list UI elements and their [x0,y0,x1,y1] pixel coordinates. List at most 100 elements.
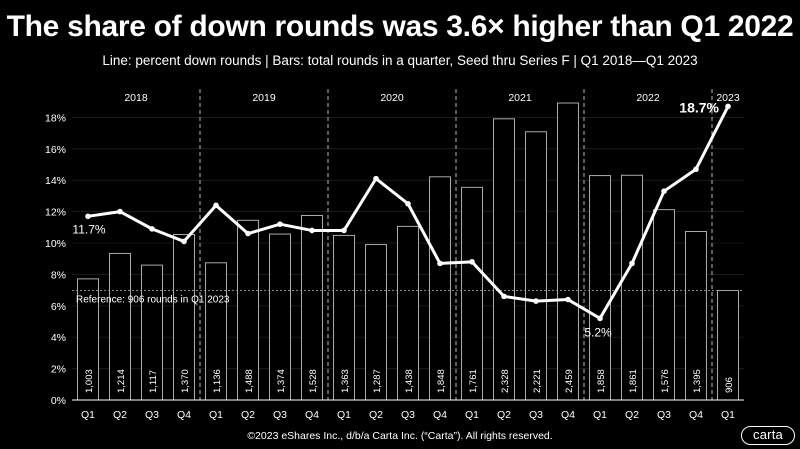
chart-subtitle: Line: percent down rounds | Bars: total … [102,53,698,68]
year-label: 2021 [508,92,532,104]
reference-line-group: Reference: 906 rounds in Q1 2023 [72,290,744,306]
bar-value-label: 1,214 [116,369,127,393]
bar [557,102,579,401]
year-label: 2018 [124,92,148,104]
bar-value-label: 1,363 [340,369,351,393]
x-tick-label: Q3 [657,409,671,421]
bar-value-label: 1,003 [84,369,95,393]
carta-logo: carta [741,426,795,445]
y-tick-label: 12% [45,207,66,219]
line-point [597,315,603,322]
line-point [405,200,411,207]
line-series [85,103,731,322]
line-point [85,213,91,220]
x-tick-label: Q3 [529,409,543,421]
x-tick-label: Q1 [721,409,735,421]
bar-value-label: 2,459 [564,369,575,393]
bar [429,176,451,401]
year-label: 2020 [380,92,404,104]
x-tick-label: Q3 [401,409,415,421]
x-tick-label: Q1 [209,409,223,421]
line-point [565,296,571,303]
bar-value-label: 1,395 [692,369,703,393]
line-point [117,208,123,215]
y-tick-label: 2% [51,364,66,376]
bar-value-label: 1,488 [244,369,255,393]
bar [461,186,483,401]
bar-value-label: 1,136 [212,369,223,393]
x-tick-label: Q4 [177,409,191,421]
line-point [469,259,475,265]
line-point-label: 18.7% [679,99,719,115]
year-label: 2019 [252,92,276,104]
bar [525,131,547,401]
line-point [437,260,443,267]
line-point [501,293,507,300]
bar-value-label: 1,370 [180,369,191,393]
bar [589,175,611,401]
y-tick-label: 18% [45,112,66,124]
x-tick-label: Q4 [689,409,703,421]
data-labels: 1,003 1,214 1,117 1,370 1,136 1,488 1,374 1,528… [72,99,735,393]
bar-value-label: 1,117 [148,370,159,393]
y-tick-label: 6% [51,301,66,313]
bar-value-label: 1,576 [660,369,671,393]
line-point-label: 11.7% [72,222,105,236]
line-point [245,230,251,237]
x-tick-label: Q3 [145,409,159,421]
bar-series [77,102,739,401]
y-tick-label: 10% [45,238,66,250]
x-tick-label: Q1 [593,409,607,421]
bar-value-label: 1,848 [436,369,447,393]
line-point-label: 5.2% [584,325,612,339]
x-tick-label: Q1 [465,409,479,421]
y-tick-label: 14% [45,175,66,187]
bar-value-label: 1,438 [404,369,415,393]
x-tick-label: Q4 [305,409,319,421]
x-tick-label: Q2 [113,409,127,421]
line-point [149,226,155,232]
line-point [373,175,379,182]
year-label: 2023 [716,92,740,104]
line-point [693,166,699,173]
x-tick-label: Q1 [337,409,351,421]
line-point [181,238,187,245]
line-point [533,298,539,304]
axes: 0% 2% 4% 6% 8% 10% 12% 14% 16% 18% 2018 2019 2020 202… [45,92,744,421]
y-tick-label: 4% [51,332,66,344]
x-tick-label: Q2 [241,409,255,421]
x-tick-label: Q2 [497,409,511,421]
line-point [277,221,283,227]
bar [493,118,515,401]
bar-value-label: 1,374 [276,369,287,393]
year-label: 2022 [636,92,660,104]
bar-value-label: 1,287 [372,369,383,393]
line-point [725,103,731,110]
bar-value-label: 2,221 [532,369,543,393]
bar-value-label: 2,328 [500,369,511,393]
x-tick-label: Q1 [81,409,95,421]
bar-value-label: 1,528 [308,369,319,393]
y-tick-label: 0% [51,395,66,407]
bar-value-label: 906 [724,377,735,393]
reference-line-label: Reference: 906 rounds in Q1 2023 [76,295,230,306]
x-tick-label: Q4 [433,409,447,421]
chart-title: The share of down rounds was 3.6× higher… [6,10,794,43]
x-tick-label: Q4 [561,409,575,421]
bar-value-label: 1,861 [628,369,639,393]
line-point [213,202,219,209]
x-tick-label: Q2 [369,409,383,421]
bar [621,174,643,401]
x-tick-label: Q3 [273,409,287,421]
y-tick-label: 8% [51,269,66,281]
x-tick-label: Q2 [625,409,639,421]
line-point [661,188,667,194]
y-tick-label: 16% [45,144,66,156]
bar-value-label: 1,858 [596,369,607,393]
line-point [341,227,347,234]
line-point [629,260,635,267]
line-point [309,227,315,234]
bar-value-label: 1,761 [468,369,479,393]
copyright-footer: ©2023 eShares Inc., d/b/a Carta Inc. (“C… [247,430,553,442]
